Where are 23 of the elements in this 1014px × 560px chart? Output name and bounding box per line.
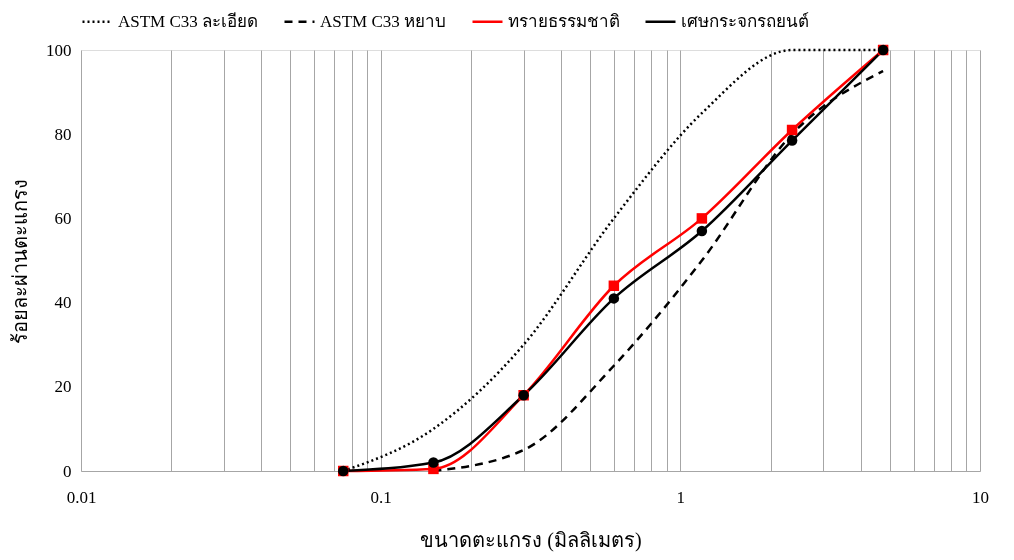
- legend-label: ทรายธรรมชาติ: [508, 11, 620, 31]
- y-axis-title: ร้อยละผ่านตะแกรง: [9, 178, 31, 344]
- point: [696, 213, 708, 224]
- x-tick-label: 0.01: [66, 487, 97, 507]
- point: [786, 124, 798, 136]
- legend-label: ASTM C33 ละเอียด: [118, 11, 259, 31]
- legend-label: ASTM C33 หยาบ: [320, 11, 447, 31]
- y-tick-label: 80: [54, 124, 72, 144]
- x-axis-title: ขนาดตะแกรง (มิลลิเมตร): [420, 528, 642, 552]
- y-tick-label: 40: [54, 293, 72, 313]
- point: [608, 293, 620, 304]
- y-tick-label: 0: [63, 461, 72, 481]
- x-tick-label: 10: [972, 487, 989, 507]
- x-tick-label: 0.1: [370, 487, 392, 507]
- point: [696, 225, 708, 237]
- x-tick-label: 1: [676, 487, 686, 507]
- legend-label: เศษกระจกรถยนต์: [681, 11, 809, 31]
- point: [428, 457, 439, 468]
- y-tick-label: 100: [46, 40, 72, 60]
- point: [608, 280, 620, 291]
- point: [786, 135, 798, 146]
- y-tick-label: 20: [54, 377, 72, 397]
- y-tick-label: 60: [54, 208, 72, 228]
